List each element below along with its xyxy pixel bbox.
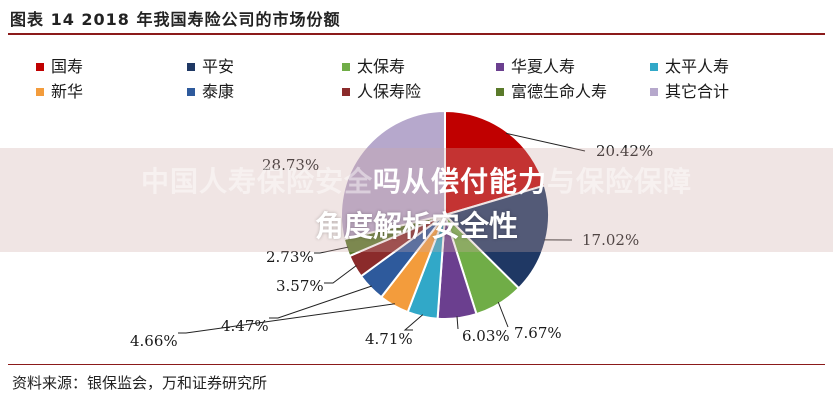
leader-line — [456, 316, 459, 330]
data-label: 2.73% — [266, 248, 314, 266]
legend-label: 国寿 — [51, 57, 83, 76]
legend-label: 太平人寿 — [665, 57, 729, 76]
legend-swatch — [187, 88, 195, 96]
leader-line — [505, 132, 586, 152]
legend-swatch — [496, 88, 504, 96]
data-label: 17.02% — [582, 231, 639, 249]
legend-label: 人保寿险 — [357, 82, 421, 101]
data-label: 20.42% — [596, 142, 653, 160]
legend-label: 平安 — [202, 57, 234, 76]
data-label: 28.73% — [262, 156, 319, 174]
legend-swatch — [36, 63, 44, 71]
legend-swatch — [187, 63, 195, 71]
data-labels: 20.42% 17.02% 7.67%6.03% 4.71% 4.66% 4.47% 3.5… — [130, 142, 653, 350]
data-label: 3.57% — [276, 277, 324, 295]
leader-line — [314, 246, 349, 254]
watermark-faint-prefix: 中国人寿保险安全 — [140, 165, 373, 198]
legend-swatch — [342, 63, 350, 71]
legend-label: 华夏人寿 — [511, 57, 575, 76]
legend-label: 其它合计 — [665, 82, 729, 101]
watermark-faint-suffix: 与保险保障 — [547, 165, 693, 198]
legend-label: 太保寿 — [357, 57, 405, 76]
watermark-band — [0, 148, 833, 252]
watermark-text-line1: 中国人寿保险安全吗从偿付能力与保险保障 — [0, 160, 833, 200]
legend-label: 新华 — [51, 82, 83, 101]
leader-line — [178, 303, 395, 334]
data-label: 6.03% — [462, 327, 510, 345]
legend-swatch — [650, 63, 658, 71]
bottom-divider — [8, 364, 825, 365]
legend-swatch — [496, 63, 504, 71]
leader-line — [269, 285, 372, 319]
source-note: 资料来源：银保监会，万和证券研究所 — [12, 374, 268, 392]
legend-label: 泰康 — [202, 82, 234, 101]
watermark-text-line2: 角度解析安全性 — [314, 209, 518, 243]
leader-line — [324, 265, 357, 284]
legend-swatch — [342, 88, 350, 96]
data-label: 4.66% — [130, 332, 178, 350]
watermark-strong-text: 吗从偿付能力 — [372, 165, 547, 198]
legend-swatch — [650, 88, 658, 96]
pie-slice — [444, 109, 546, 217]
leader-line — [403, 314, 424, 331]
data-label: 7.67% — [514, 324, 562, 342]
pie-slice — [340, 109, 446, 241]
legend-label: 富德生命人寿 — [511, 82, 607, 101]
data-label: 4.47% — [221, 317, 269, 335]
leader-line — [497, 301, 509, 328]
legend-swatch — [36, 88, 44, 96]
data-label: 4.71% — [365, 330, 413, 348]
label-leader-lines — [178, 132, 586, 334]
figure-title: 图表 14 2018 年我国寿险公司的市场份额 — [10, 10, 341, 29]
title-divider — [8, 33, 825, 35]
